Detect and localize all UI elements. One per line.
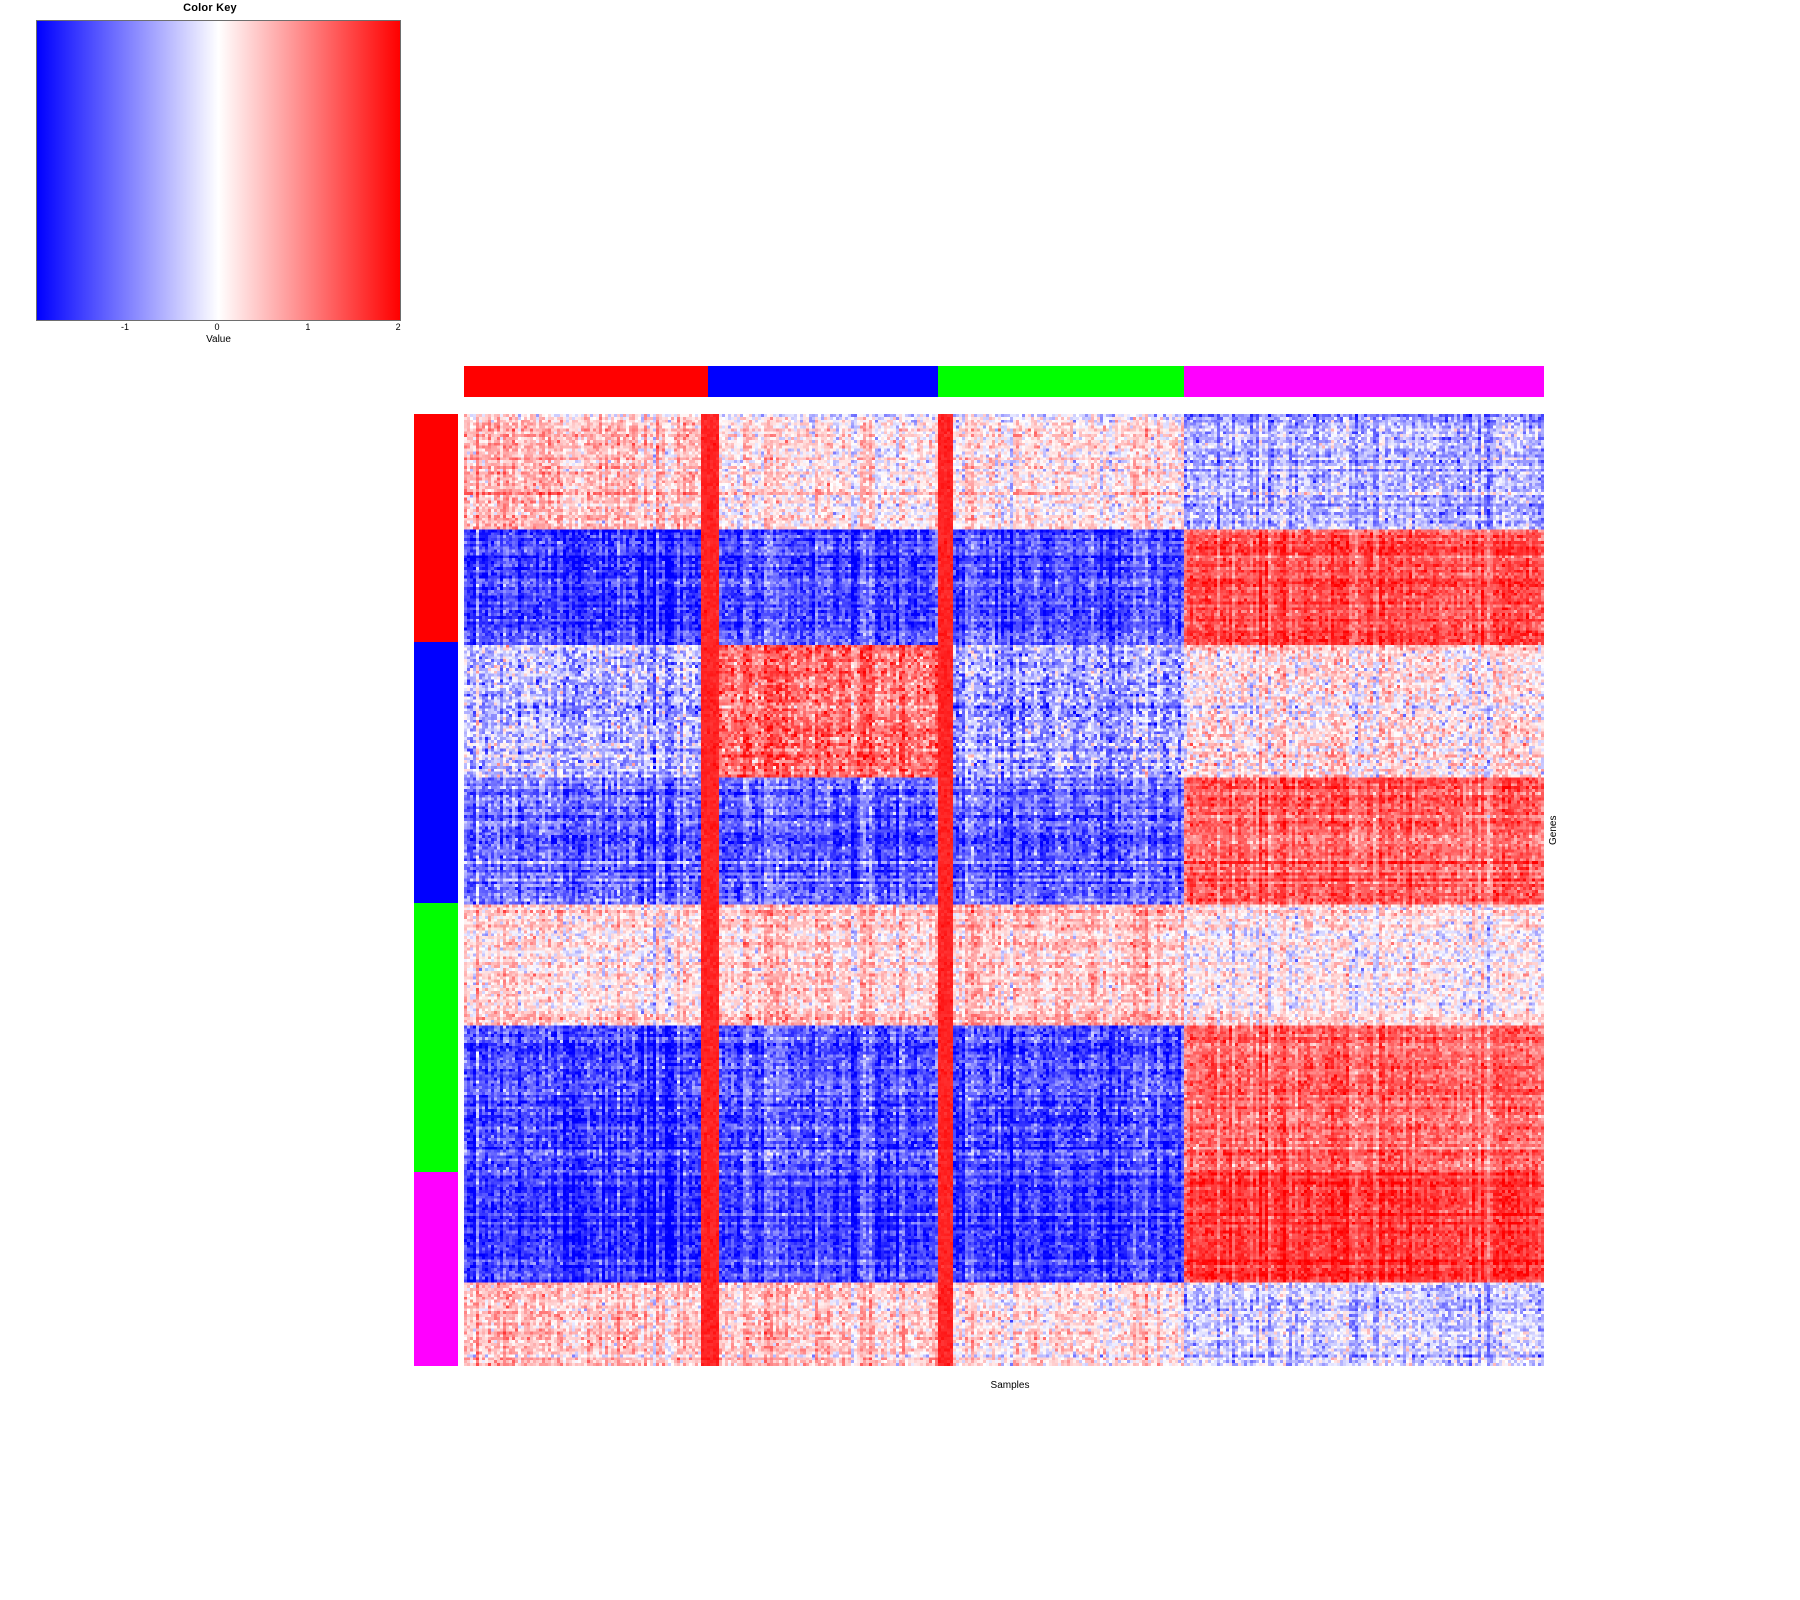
row-annotation-bar <box>414 414 458 1366</box>
color-key-tick-labels: -1 0 1 2 <box>36 322 401 336</box>
row-annotation-block-2 <box>414 642 458 904</box>
y-axis-title: Genes <box>1548 815 1559 845</box>
color-key-tick-2: 1 <box>305 322 311 332</box>
heatmap-matrix <box>464 414 1544 1366</box>
color-key-gradient <box>36 20 401 321</box>
heatmap-figure <box>414 366 1544 1366</box>
color-key-tick-0: -1 <box>121 322 130 332</box>
x-axis-title: Samples <box>990 1380 1030 1391</box>
color-key-title: Color Key <box>183 2 237 14</box>
color-key-tick-3: 2 <box>395 322 401 332</box>
row-annotation-block-3 <box>414 903 458 1172</box>
row-annotation-block-4 <box>414 1171 458 1366</box>
heatmap-plot-area <box>464 414 1544 1366</box>
color-key-legend: Color Key -1 0 1 2 Value <box>0 0 420 355</box>
column-annotation-block-3 <box>938 366 1185 397</box>
row-annotation-block-1 <box>414 414 458 643</box>
color-key-tick-1: 0 <box>214 322 220 332</box>
column-annotation-block-1 <box>464 366 709 397</box>
column-annotation-block-2 <box>708 366 939 397</box>
column-annotation-block-4 <box>1184 366 1544 397</box>
column-annotation-bar <box>464 366 1544 397</box>
color-key-axis-label: Value <box>206 334 231 345</box>
